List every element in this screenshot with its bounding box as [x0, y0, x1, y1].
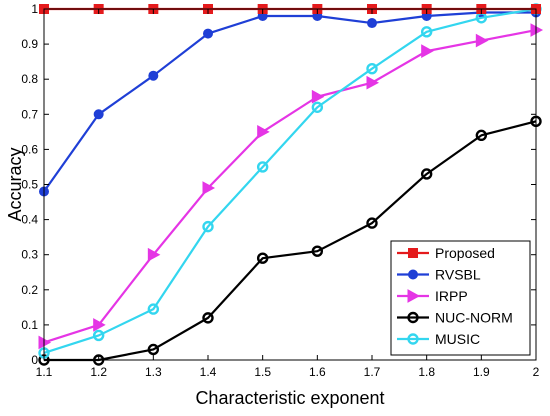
- series-line-nuc-norm: [44, 120, 537, 362]
- legend-item-proposed: Proposed: [397, 245, 495, 261]
- data-point-music: [311, 101, 324, 113]
- y-tick-label: 0.2: [21, 283, 38, 297]
- y-tick-label: 0.1: [21, 318, 38, 332]
- legend-item-nuc-norm: NUC-NORM: [397, 310, 513, 326]
- data-point-nuc-norm: [311, 245, 324, 257]
- data-point-music: [92, 329, 105, 342]
- legend-label: Proposed: [435, 245, 495, 261]
- legend-label: MUSIC: [435, 331, 480, 347]
- data-point-irpp: [475, 33, 489, 48]
- data-point-nuc-norm: [147, 343, 160, 356]
- legend-item-music: MUSIC: [397, 331, 480, 347]
- ticks-layer: 1.1 1.2 1.3 1.4 1.5 1.6 1.7 1.8 1.9 2 0 0.1 0.2 0.3 0.…: [21, 2, 539, 379]
- x-tick-label: 1.5: [254, 365, 271, 379]
- y-tick-label: 0.8: [21, 72, 38, 86]
- x-tick-label: 1.8: [418, 365, 435, 379]
- data-point-music: [202, 220, 214, 233]
- series-line-rvsbl: [43, 11, 536, 193]
- x-tick-label: 1.9: [473, 365, 490, 379]
- y-tick-label: 0.6: [21, 142, 38, 156]
- legend-swatch-marker: [407, 311, 419, 324]
- legend-item-rvsbl: RVSBL: [397, 267, 481, 283]
- data-point-irpp: [202, 181, 216, 195]
- data-point-nuc-norm: [420, 168, 433, 180]
- y-tick-label: 0.9: [21, 37, 38, 51]
- series-nuc-norm: [38, 115, 542, 366]
- data-point-irpp: [257, 125, 270, 139]
- legend-swatch-marker: [407, 289, 421, 303]
- legend-swatch-marker: [407, 333, 419, 345]
- data-point-nuc-norm: [202, 312, 214, 324]
- data-point-music: [147, 303, 160, 315]
- data-point-irpp: [93, 318, 106, 332]
- data-point-nuc-norm: [256, 252, 269, 264]
- legend: Proposed RVSBL IRPP NUC-NORM MUSIC: [390, 240, 531, 356]
- y-tick-label: 1: [31, 2, 38, 16]
- data-point-rvsbl: [93, 109, 104, 120]
- x-tick-label: 1.6: [309, 365, 326, 379]
- data-point-nuc-norm: [475, 129, 488, 142]
- x-tick-label: 1.4: [200, 365, 217, 379]
- series-line-irpp: [43, 28, 537, 344]
- legend-swatch-marker: [408, 248, 418, 258]
- y-tick-label: 0.3: [21, 248, 38, 262]
- data-point-rvsbl: [367, 18, 377, 29]
- data-point-rvsbl: [203, 28, 213, 39]
- legend-swatch-marker: [408, 269, 418, 280]
- data-point-irpp: [366, 75, 380, 90]
- data-point-nuc-norm: [366, 217, 378, 229]
- legend-label: NUC-NORM: [435, 310, 513, 326]
- x-tick-label: 1.7: [364, 365, 381, 379]
- x-tick-label: 1.2: [90, 365, 107, 379]
- y-tick-label: 0.7: [21, 107, 38, 121]
- y-tick-label: 0: [31, 353, 38, 367]
- data-point-irpp: [147, 247, 161, 262]
- y-axis-title: Accuracy: [5, 147, 25, 221]
- data-point-rvsbl: [148, 70, 159, 81]
- x-tick-label: 1.3: [145, 365, 162, 379]
- data-point-irpp: [311, 89, 325, 104]
- data-point-music: [366, 62, 378, 75]
- data-point-music: [256, 161, 269, 173]
- y-tick-label: 0.5: [21, 178, 38, 192]
- legend-label: RVSBL: [435, 267, 481, 283]
- data-point-irpp: [421, 44, 434, 58]
- series-line-music: [43, 7, 537, 355]
- x-tick-label: 1.1: [36, 365, 53, 379]
- x-axis-title: Characteristic exponent: [195, 388, 384, 408]
- x-tick-label: 2: [533, 365, 540, 379]
- series-rvsbl: [39, 7, 541, 197]
- legend-label: IRPP: [435, 288, 468, 304]
- data-point-music: [420, 26, 433, 38]
- y-tick-label: 0.4: [21, 213, 38, 227]
- legend-item-irpp: IRPP: [397, 288, 468, 304]
